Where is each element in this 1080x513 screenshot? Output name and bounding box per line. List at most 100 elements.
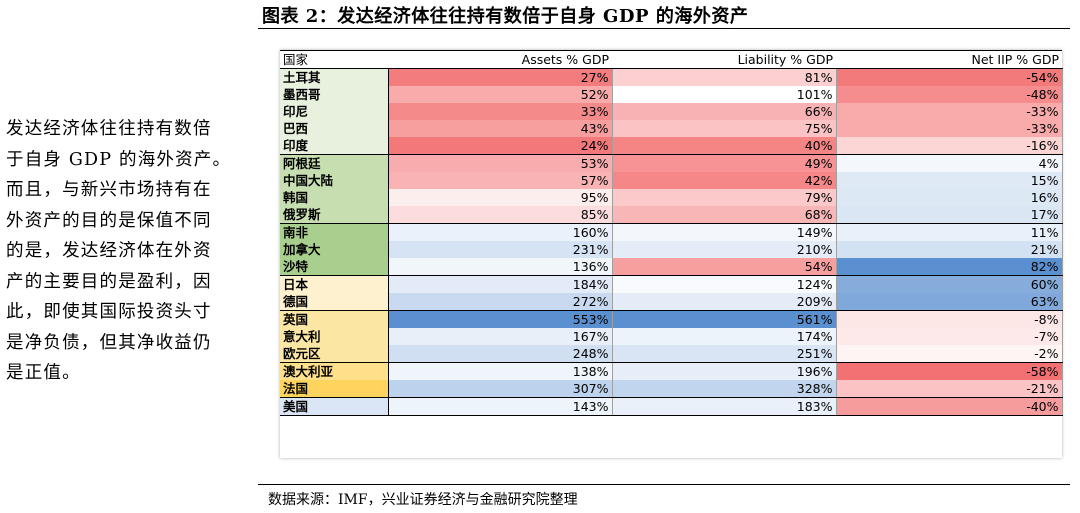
net-iip-cell: -48% (836, 86, 1063, 103)
country-cell: 墨西哥 (280, 86, 389, 103)
country-cell: 加拿大 (280, 241, 389, 258)
liability-cell: 174% (612, 328, 837, 345)
net-iip-cell: 4% (836, 154, 1063, 172)
net-iip-cell: 63% (836, 293, 1063, 311)
net-iip-cell: -54% (836, 68, 1063, 86)
net-iip-cell: 16% (836, 189, 1063, 206)
liability-cell: 209% (612, 293, 837, 311)
table-row: 俄罗斯 85% 68% 17% (280, 206, 1063, 224)
country-cell: 俄罗斯 (280, 206, 389, 224)
net-iip-cell: -58% (836, 362, 1063, 380)
side-text-line: 外资产的目的是保值不同 (6, 210, 212, 231)
table-row: 印尼 33% 66% -33% (280, 103, 1063, 120)
country-cell: 日本 (280, 275, 389, 293)
liability-cell: 101% (612, 86, 837, 103)
liability-cell: 328% (612, 380, 837, 398)
assets-cell: 85% (388, 206, 613, 224)
country-cell: 中国大陆 (280, 172, 389, 189)
liability-cell: 196% (612, 362, 837, 380)
liability-cell: 40% (612, 137, 837, 155)
data-table-container: 国家 Assets % GDP Liability % GDP Net IIP … (280, 50, 1063, 458)
title-rule (258, 28, 1070, 29)
assets-cell: 52% (388, 86, 613, 103)
liability-cell: 251% (612, 345, 837, 363)
net-iip-cell: -33% (836, 103, 1063, 120)
side-text-line: 发达经济体往往持有数倍 (6, 119, 212, 139)
liability-cell: 75% (612, 120, 837, 137)
header-liability: Liability % GDP (612, 50, 836, 69)
country-cell: 德国 (280, 293, 389, 311)
liability-cell: 66% (612, 103, 837, 120)
country-cell: 意大利 (280, 328, 389, 345)
net-iip-cell: 17% (836, 206, 1063, 224)
side-paragraph: 发达经济体往往持有数倍 于自身 GDP 的海外资产。 而且，与新兴市场持有在 外资产的… (6, 114, 254, 389)
liability-cell: 81% (612, 68, 837, 86)
assets-cell: 231% (388, 241, 613, 258)
assets-cell: 160% (388, 223, 613, 241)
table-row: 德国 272% 209% 63% (280, 293, 1063, 311)
country-cell: 阿根廷 (280, 154, 389, 172)
assets-cell: 167% (388, 328, 613, 345)
assets-cell: 95% (388, 189, 613, 206)
liability-cell: 124% (612, 275, 837, 293)
assets-cell: 272% (388, 293, 613, 311)
country-cell: 南非 (280, 223, 389, 241)
figure-title: 图表 2：发达经济体往往持有数倍于自身 GDP 的海外资产 (262, 6, 749, 27)
assets-cell: 184% (388, 275, 613, 293)
assets-cell: 24% (388, 137, 613, 155)
table-row: 加拿大 231% 210% 21% (280, 241, 1063, 258)
header-net-iip: Net IIP % GDP (836, 50, 1062, 69)
table-row: 欧元区 248% 251% -2% (280, 345, 1063, 363)
table-header-row: 国家 Assets % GDP Liability % GDP Net IIP … (280, 50, 1062, 69)
source-note: 数据来源：IMF，兴业证券经济与金融研究院整理 (268, 492, 578, 508)
net-iip-cell: -33% (836, 120, 1063, 137)
table-row: 法国 307% 328% -21% (280, 380, 1063, 398)
net-iip-cell: -8% (836, 310, 1063, 328)
table-row: 意大利 167% 174% -7% (280, 328, 1063, 345)
assets-cell: 248% (388, 345, 613, 363)
liability-cell: 210% (612, 241, 837, 258)
table-row: 巴西 43% 75% -33% (280, 120, 1063, 137)
country-cell: 澳大利亚 (280, 362, 389, 380)
country-cell: 印度 (280, 137, 389, 155)
assets-cell: 33% (388, 103, 613, 120)
country-cell: 土耳其 (280, 68, 389, 86)
table-row: 美国 143% 183% -40% (280, 397, 1063, 416)
liability-cell: 149% (612, 223, 837, 241)
assets-cell: 138% (388, 362, 613, 380)
side-text-line: 的是，发达经济体在外资 (6, 241, 212, 261)
liability-cell: 42% (612, 172, 837, 189)
header-country: 国家 (280, 50, 388, 69)
assets-cell: 136% (388, 258, 613, 276)
net-iip-cell: 11% (836, 223, 1063, 241)
table-row: 南非 160% 149% 11% (280, 223, 1063, 241)
country-cell: 沙特 (280, 258, 389, 276)
liability-cell: 68% (612, 206, 837, 224)
side-text-line: 而且，与新兴市场持有在 (6, 180, 212, 200)
side-text-line: 产的主要目的是盈利，因 (6, 271, 212, 292)
country-cell: 法国 (280, 380, 389, 398)
table-row: 日本 184% 124% 60% (280, 275, 1063, 293)
liability-cell: 79% (612, 189, 837, 206)
assets-cell: 27% (388, 68, 613, 86)
table-row: 沙特 136% 54% 82% (280, 258, 1063, 276)
net-iip-cell: -16% (836, 137, 1063, 155)
liability-cell: 54% (612, 258, 837, 276)
assets-cell: 43% (388, 120, 613, 137)
table-row: 英国 553% 561% -8% (280, 310, 1063, 328)
assets-cell: 143% (388, 397, 613, 416)
net-iip-cell: 21% (836, 241, 1063, 258)
side-text-line: 是净负债，但其净收益仍 (6, 332, 212, 353)
country-cell: 欧元区 (280, 345, 389, 363)
table-row: 阿根廷 53% 49% 4% (280, 154, 1063, 172)
side-text-line: 是正值。 (6, 363, 81, 383)
liability-cell: 561% (612, 310, 837, 328)
table-row: 中国大陆 57% 42% 15% (280, 172, 1063, 189)
net-iip-cell: -40% (836, 397, 1063, 416)
net-iip-cell: 15% (836, 172, 1063, 189)
liability-cell: 183% (612, 397, 837, 416)
country-cell: 印尼 (280, 103, 389, 120)
header-assets: Assets % GDP (388, 50, 612, 69)
net-iip-cell: -7% (836, 328, 1063, 345)
assets-cell: 553% (388, 310, 613, 328)
